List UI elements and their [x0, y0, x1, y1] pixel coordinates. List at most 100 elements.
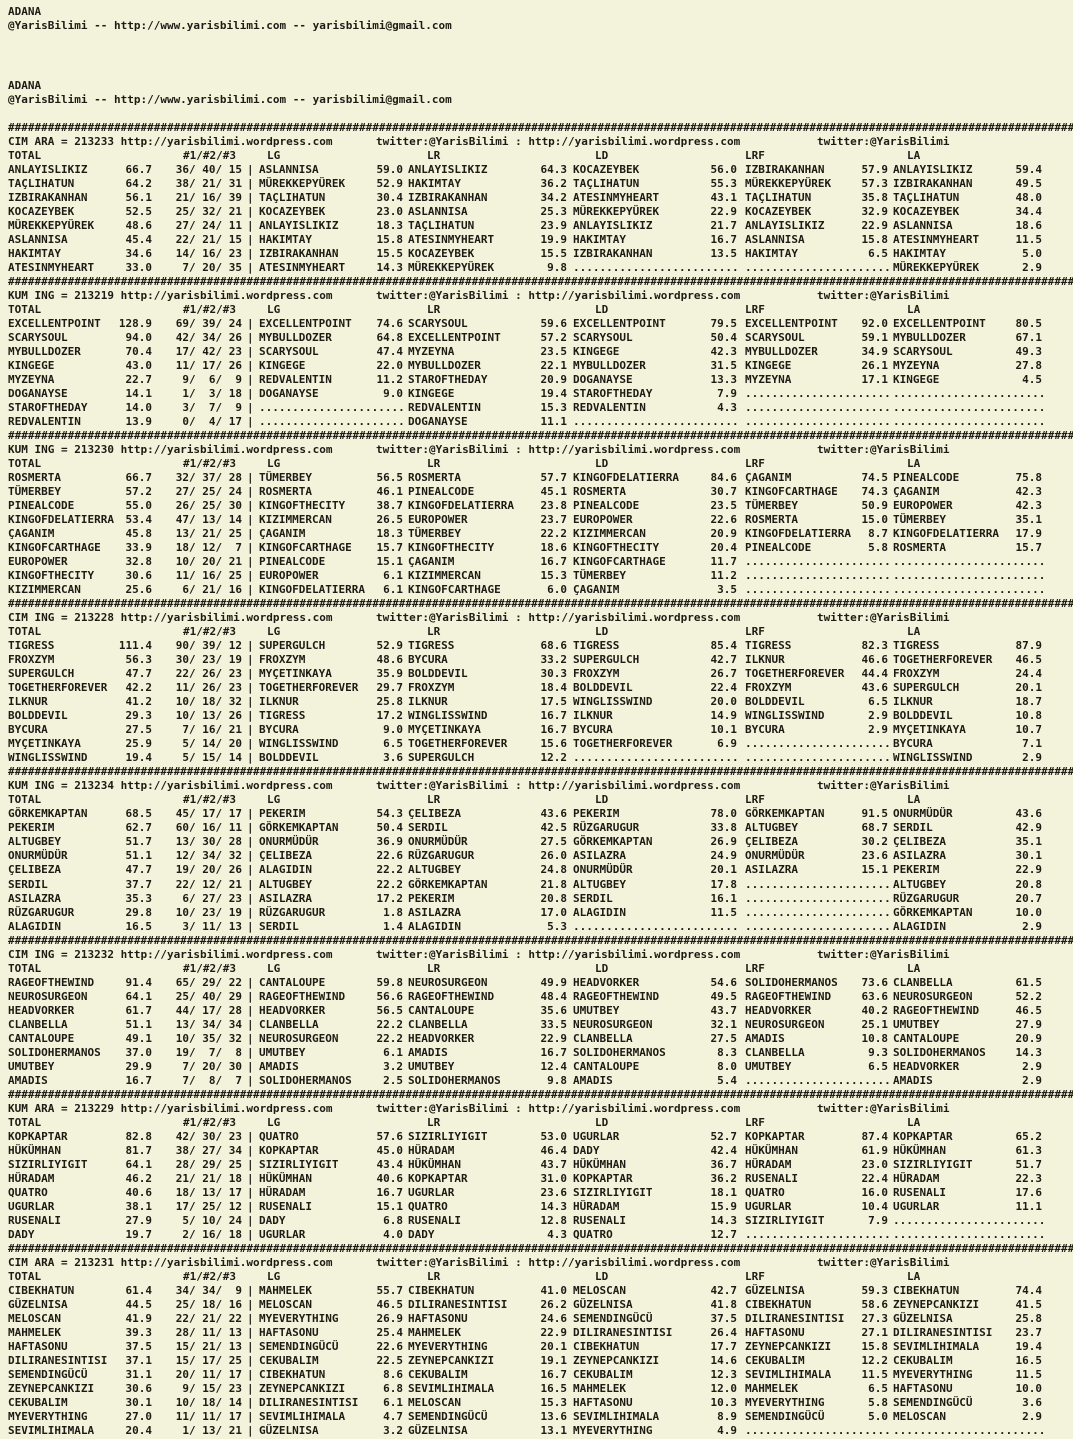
ld-horse-name: ASILAZRA [573, 849, 626, 863]
lg-value: 11.2 [376, 372, 404, 386]
lrf-empty-dots: .............................. [745, 569, 890, 583]
horse-name: REDVALENTIN [8, 414, 81, 428]
lrf-empty-dots: .............................. [745, 400, 890, 414]
lr-horse-name: PEKERIM [408, 891, 455, 905]
column-divider: | [247, 1396, 254, 1410]
lrf-horse-name: ONURMÜDÜR [745, 849, 805, 863]
lg-value: 30.4 [376, 190, 404, 204]
horse-name: UGURLAR [8, 1199, 55, 1213]
lr-value: 17.5 [540, 695, 568, 709]
total-value: 13.9 [125, 414, 153, 428]
lg-value: 47.4 [376, 344, 404, 358]
lr-horse-name: KOCAZEYBEK [408, 246, 475, 260]
la-value: 42.3 [1015, 485, 1043, 499]
lg-horse-name: WINGLISSWIND [259, 737, 339, 751]
column-label-counts: #1/#2/#3 [183, 793, 236, 807]
horse-name: RUSENALI [8, 1213, 61, 1227]
place-counts: 11/ 16/ 25 [175, 569, 242, 583]
table-row: ATESINMYHEART 33.0 7/ 20/ 35 | ATESINMYHEART… [0, 261, 1073, 275]
table-row: DADY 19.7 2/ 16/ 18 | UGURLAR 4.0 DADY 4.3 QUATR… [0, 1228, 1073, 1242]
ld-value: 31.5 [710, 358, 738, 372]
lrf-horse-name: BYCURA [745, 723, 785, 737]
place-counts: 25/ 40/ 29 [175, 989, 242, 1003]
ld-empty-dots: .............................. [573, 260, 739, 274]
lg-value: 22.2 [376, 1031, 404, 1045]
horse-name: KINGEGE [8, 358, 55, 372]
la-horse-name: ASLANNISA [893, 218, 953, 232]
ld-value: 16.7 [710, 232, 738, 246]
place-counts: 10/ 23/ 19 [175, 905, 242, 919]
la-value: 20.9 [1015, 1031, 1043, 1045]
table-row: SOLIDOHERMANOS 37.0 19/ 7/ 8 | UMUTBEY 6.1 AMA… [0, 1046, 1073, 1060]
lg-value: 38.7 [376, 499, 404, 513]
horse-name: GÜZELNISA [8, 1297, 68, 1311]
lg-horse-name: KIZIMMERCAN [259, 513, 332, 527]
place-counts: 13/ 34/ 34 [175, 1017, 242, 1031]
ld-horse-name: WINGLISSWIND [573, 695, 653, 709]
lr-horse-name: ZEYNEPCANKIZI [408, 1354, 495, 1368]
lr-value: 19.1 [540, 1354, 568, 1368]
lg-horse-name: SCARYSOUL [259, 344, 319, 358]
total-value: 16.5 [125, 919, 153, 933]
lr-value: 6.0 [547, 583, 567, 597]
lrf-value: 92.0 [861, 316, 889, 330]
la-horse-name: ÇAGANIM [893, 485, 940, 499]
section-header: KUM ING = 213234 http://yarisbilimi.word… [0, 779, 1073, 793]
ld-horse-name: HÜRADAM [573, 1199, 620, 1213]
lrf-horse-name: GÖRKEMKAPTAN [745, 807, 825, 821]
column-label-ld: LD [595, 625, 609, 639]
lg-horse-name: KINGOFTHECITY [259, 499, 346, 513]
horse-name: CANTALOUPE [8, 1031, 75, 1045]
lg-value: 9.0 [383, 723, 403, 737]
la-value: 34.4 [1015, 204, 1043, 218]
lg-value: 18.3 [376, 527, 404, 541]
ld-value: 3.5 [717, 583, 737, 597]
lr-horse-name: KIZIMMERCAN [408, 569, 481, 583]
lr-horse-name: AMADIS [408, 1045, 448, 1059]
ld-horse-name: HÜKÜMHAN [573, 1157, 626, 1171]
lg-value: 15.7 [376, 541, 404, 555]
lrf-horse-name: HAFTASONU [745, 1326, 805, 1339]
lrf-value: 91.5 [861, 807, 889, 821]
column-divider: | [247, 1354, 254, 1368]
ld-horse-name: QUATRO [573, 1227, 613, 1241]
la-horse-name: SEVIMLIHIMALA [893, 1340, 980, 1354]
lrf-horse-name: DILIRANESINTISI [745, 1311, 845, 1325]
table-row: HEADVORKER 61.7 44/ 17/ 28 | HEADVORKER 56.5 C… [0, 1004, 1073, 1018]
ld-value: 24.9 [710, 849, 738, 863]
section-id-and-url: CIM ARA = 213231 http://yarisbilimi.word… [8, 1255, 333, 1269]
column-label-counts: #1/#2/#3 [183, 457, 236, 471]
total-value: 57.2 [125, 485, 153, 499]
lr-horse-name: KOPKAPTAR [408, 1171, 468, 1185]
place-counts: 18/ 13/ 17 [175, 1185, 242, 1199]
la-horse-name: EUROPOWER [893, 499, 953, 513]
table-row: ALAGIDIN 16.5 3/ 11/ 13 | SERDIL 1.4 ALAGIDIN 5… [0, 920, 1073, 934]
table-row: HAFTASONU 37.5 15/ 21/ 13 | SEMENDINGÜCÜ 22.6… [0, 1340, 1073, 1354]
la-horse-name: ROSMERTA [893, 541, 946, 555]
place-counts: 22/ 12/ 21 [175, 877, 242, 891]
total-value: 66.7 [125, 471, 153, 485]
lr-value: 22.2 [540, 527, 568, 541]
lg-horse-name: MELOSCAN [259, 1297, 312, 1311]
total-value: 64.2 [125, 176, 153, 190]
lg-horse-name: RAGEOFTHEWIND [259, 989, 346, 1003]
la-value: 42.9 [1015, 821, 1043, 835]
place-counts: 5/ 15/ 14 [182, 751, 242, 765]
ld-value: 54.6 [710, 975, 738, 989]
place-counts: 36/ 40/ 15 [175, 162, 242, 176]
table-row: CLANBELLA 51.1 13/ 34/ 34 | CLANBELLA 22.2 CLA… [0, 1018, 1073, 1032]
lg-horse-name: KINGOFDELATIERRA [259, 583, 365, 597]
section-separator: ########################################… [8, 429, 1073, 442]
ld-horse-name: SCARYSOUL [573, 330, 633, 344]
lrf-value: 8.7 [868, 527, 888, 541]
total-value: 44.5 [125, 1297, 153, 1311]
table-row: NEUROSURGEON 64.1 25/ 40/ 29 | RAGEOFTHEWIND… [0, 990, 1073, 1004]
lg-horse-name: ZEYNEPCANKIZI [259, 1382, 346, 1396]
ld-horse-name: SERDIL [573, 891, 613, 905]
total-value: 30.6 [125, 1382, 153, 1396]
lr-value: 15.5 [540, 246, 568, 260]
horse-name: MAHMELEK [8, 1326, 61, 1339]
ld-horse-name: NEUROSURGEON [573, 1017, 653, 1031]
ld-value: 55.3 [710, 176, 738, 190]
ld-value: 14.9 [710, 709, 738, 723]
